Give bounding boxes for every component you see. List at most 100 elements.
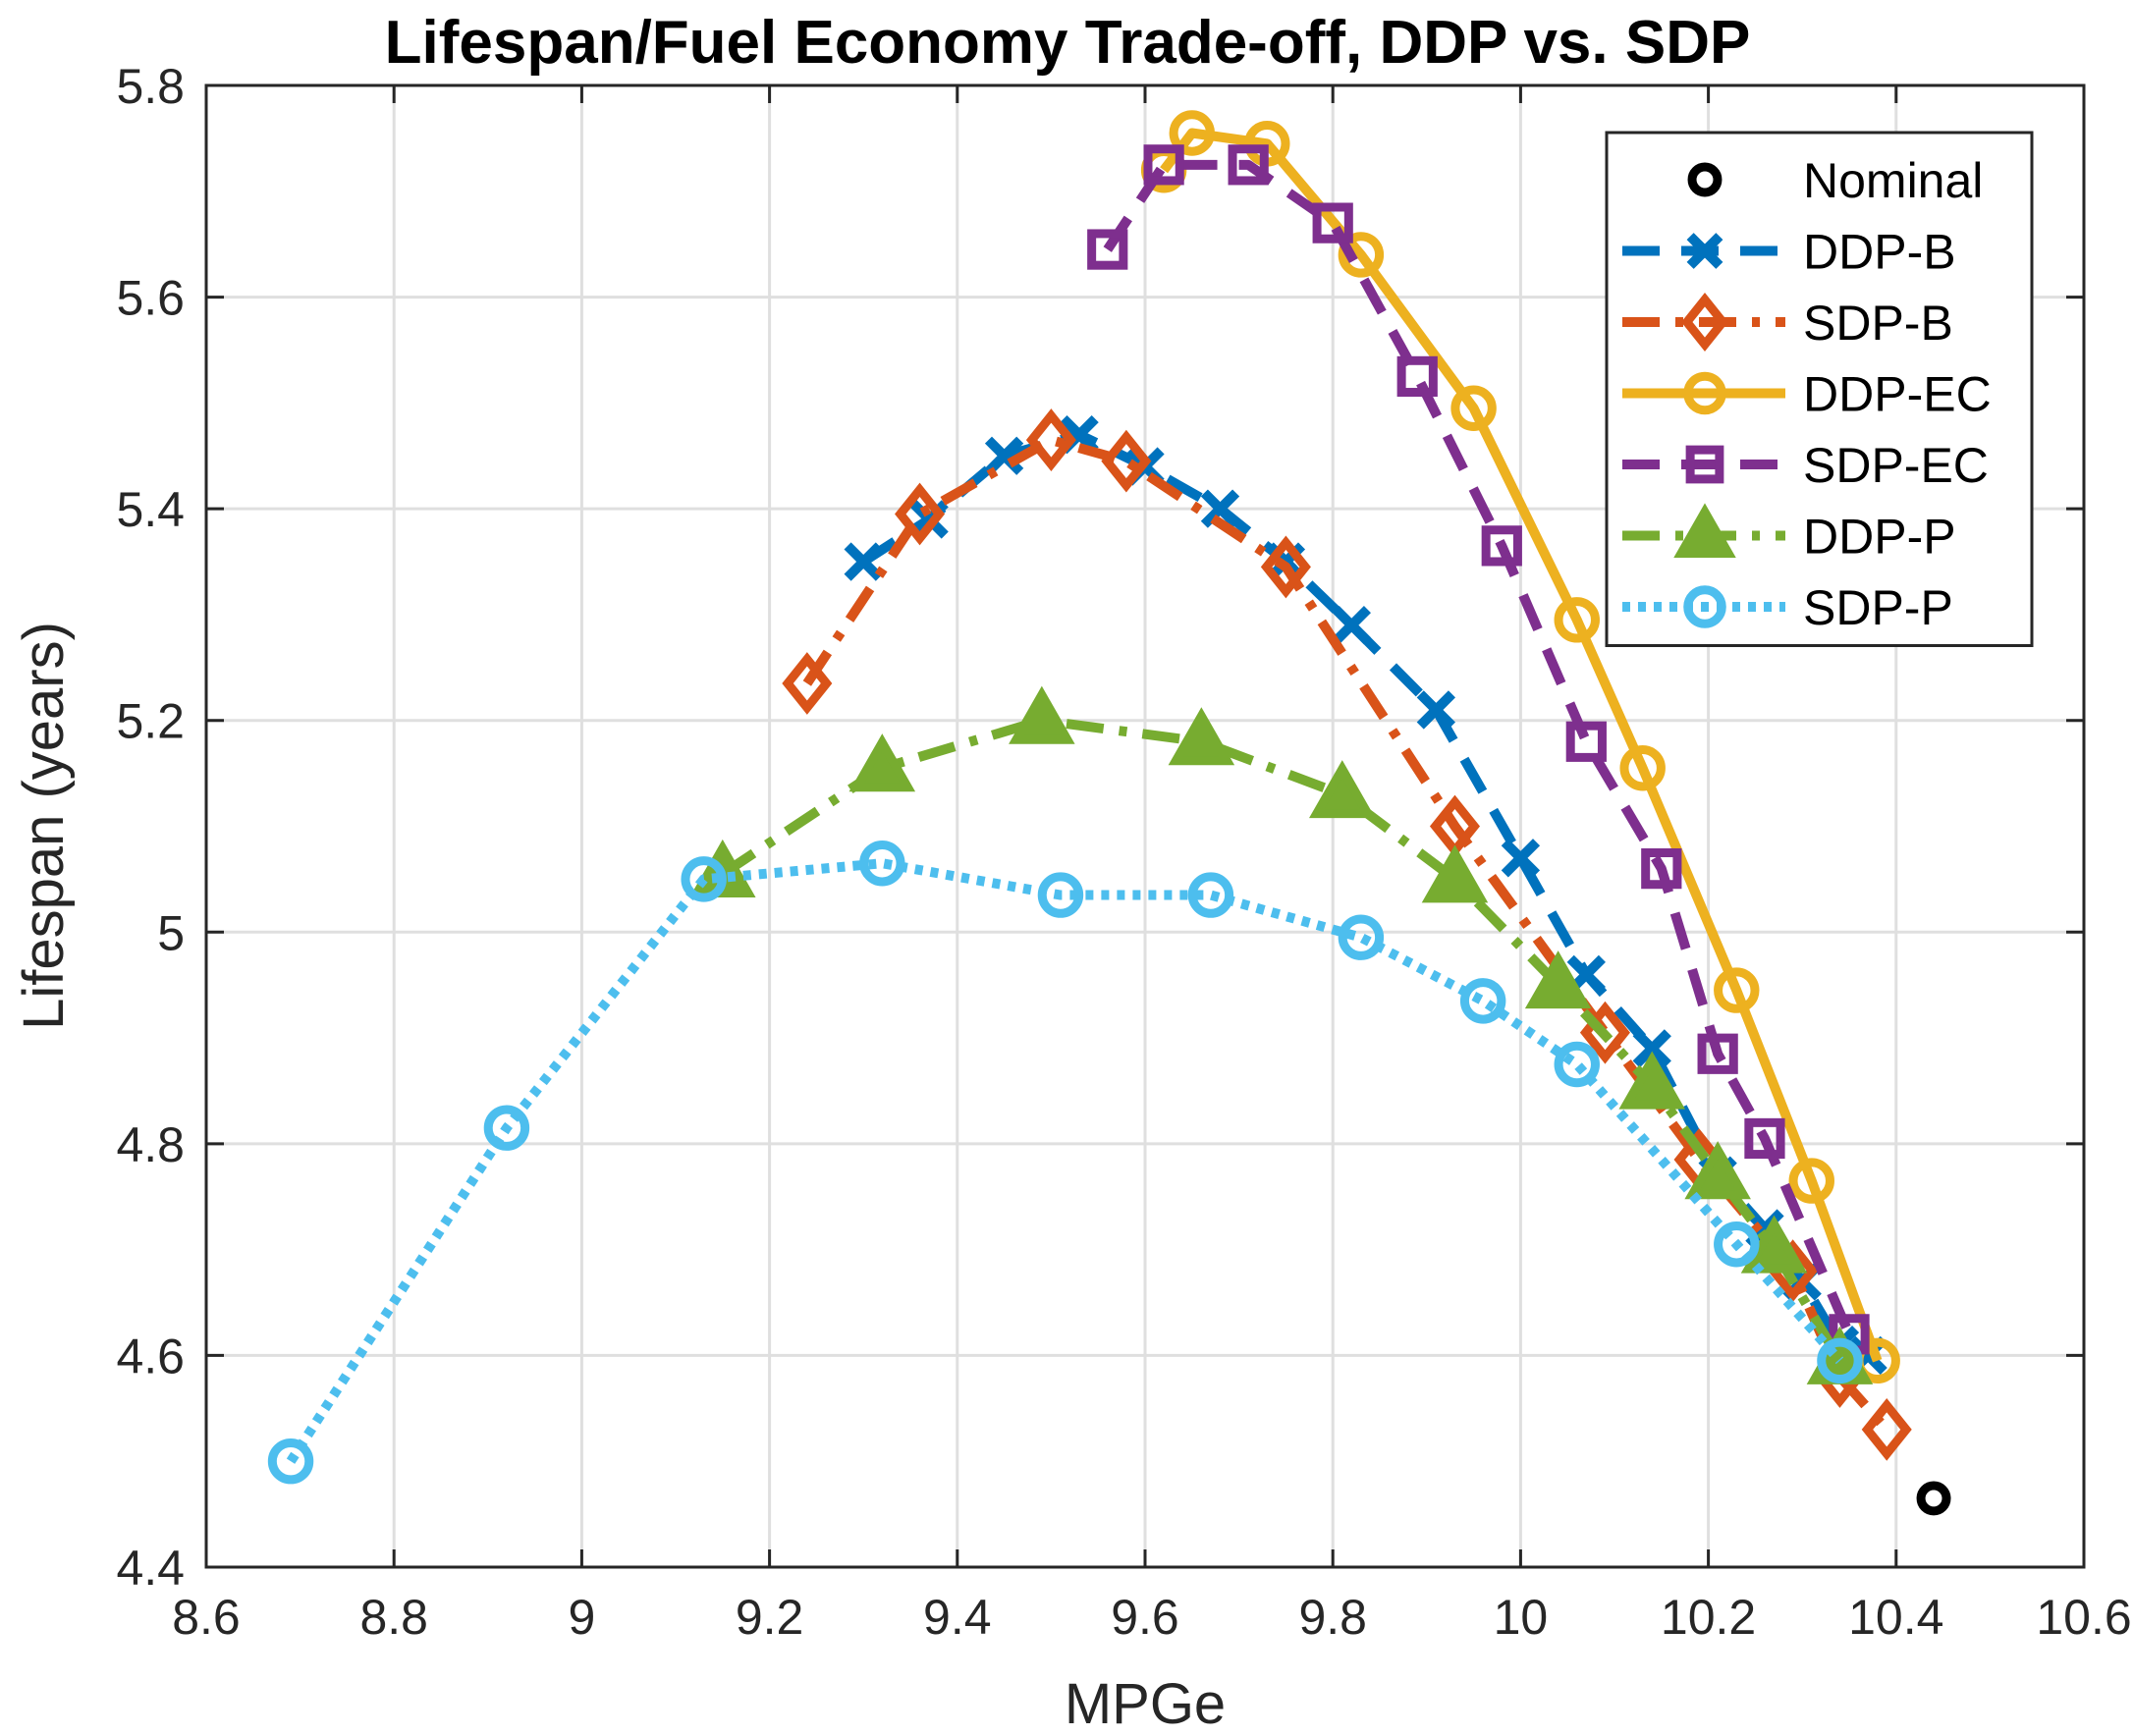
data-point (267, 1438, 314, 1485)
legend-item-sdp-b: SDP-B (1622, 292, 1953, 353)
series-ddp-p (689, 685, 1874, 1384)
legend-item-sdp-ec: SDP-EC (1622, 438, 1989, 493)
data-point (1632, 1029, 1671, 1068)
series-line (720, 715, 1844, 1364)
data-point (1450, 385, 1497, 431)
data-point (1187, 872, 1234, 918)
data-point (1025, 408, 1076, 471)
data-point (1684, 1141, 1751, 1200)
data-point (1338, 232, 1385, 278)
data-point (1338, 914, 1385, 960)
legend-marker (1686, 233, 1723, 269)
x-axis-label: MPGe (1065, 1672, 1226, 1736)
data-point (1169, 110, 1216, 156)
y-tick-label: 4.4 (116, 1541, 185, 1596)
chart-title: Lifespan/Fuel Economy Trade-off, DDP vs.… (385, 9, 1751, 77)
legend-item-nominal: Nominal (1687, 153, 1983, 208)
legend-item-ddp-p: DDP-P (1622, 503, 1956, 565)
data-point (1481, 525, 1522, 567)
series-nominal (1916, 1481, 1951, 1516)
x-tick-label: 9.6 (1111, 1590, 1179, 1645)
legend-label: SDP-P (1803, 580, 1953, 635)
x-tick-label: 9.2 (736, 1590, 804, 1645)
legend-label: SDP-B (1803, 296, 1953, 351)
legend-marker (1683, 585, 1726, 628)
data-point (1565, 721, 1607, 762)
y-tick-label: 5.2 (116, 694, 185, 749)
x-tick-label: 10 (1494, 1590, 1549, 1645)
data-point (1861, 1397, 1912, 1461)
data-point (483, 1105, 530, 1151)
y-tick-label: 5.6 (116, 271, 185, 326)
series-sdp-b (782, 408, 1912, 1461)
legend-item-ddp-b: DDP-B (1622, 225, 1956, 280)
data-point (1554, 597, 1600, 643)
x-axis-ticks: 8.6 8.8 9 9.2 9.4 9.6 9.8 10 10.2 10.4 10.6 (172, 85, 2132, 1645)
data-point (1501, 839, 1541, 878)
data-point (1332, 606, 1371, 645)
legend-label: DDP-EC (1803, 367, 1992, 422)
data-point (1200, 489, 1240, 528)
legend-label: Nominal (1803, 153, 1983, 208)
x-tick-label: 8.8 (359, 1590, 428, 1645)
legend-marker (1673, 503, 1736, 558)
data-point (1641, 847, 1682, 890)
y-axis-ticks: 4.4 4.6 4.8 5 5.2 5.4 5.6 5.8 (116, 59, 2084, 1596)
x-tick-label: 9 (568, 1590, 595, 1645)
x-tick-label: 8.6 (172, 1590, 241, 1645)
data-point (895, 482, 946, 546)
data-point (1618, 1051, 1685, 1110)
legend-marker (1687, 162, 1723, 197)
data-point (1101, 429, 1152, 493)
data-point (1312, 202, 1353, 244)
legend-marker (1685, 445, 1724, 484)
y-tick-label: 5.8 (116, 59, 185, 114)
data-point (1459, 978, 1506, 1024)
y-tick-label: 4.8 (116, 1117, 185, 1172)
data-point (984, 436, 1024, 475)
legend-label: SDP-EC (1803, 438, 1989, 493)
y-tick-label: 5.4 (116, 482, 185, 537)
data-point (1740, 1215, 1808, 1274)
data-point (1037, 872, 1084, 918)
series-sdp-ec (1087, 144, 1870, 1355)
data-point (1309, 760, 1376, 819)
legend-marker (1683, 371, 1726, 415)
data-point (1788, 1158, 1834, 1204)
data-point (859, 841, 905, 887)
data-point (1554, 1041, 1600, 1088)
data-point (782, 652, 833, 715)
x-tick-label: 9.4 (923, 1590, 992, 1645)
data-point (1421, 844, 1489, 903)
legend-label: DDP-B (1803, 225, 1956, 280)
data-point (1416, 690, 1456, 730)
x-tick-label: 10.4 (1848, 1590, 1943, 1645)
y-axis-label: Lifespan (years) (12, 622, 76, 1030)
data-point (1744, 1117, 1785, 1160)
data-point (1817, 1337, 1863, 1384)
data-point (1697, 1033, 1738, 1074)
data-point (1009, 685, 1075, 744)
data-point (844, 542, 883, 581)
y-tick-label: 4.6 (116, 1329, 185, 1383)
y-tick-label: 5 (157, 905, 185, 960)
series-line (1103, 159, 1854, 1336)
data-point (1260, 535, 1311, 599)
data-point (1168, 707, 1235, 766)
data-point (681, 856, 727, 902)
x-tick-label: 10.2 (1661, 1590, 1756, 1645)
series-group (267, 110, 1951, 1516)
x-tick-label: 9.8 (1298, 1590, 1367, 1645)
legend-marker (1680, 292, 1729, 353)
data-point (1143, 144, 1184, 186)
series-sdp-p (267, 841, 1863, 1485)
data-point (1087, 229, 1128, 270)
data-point (1396, 355, 1438, 398)
data-point (848, 733, 916, 792)
legend-label: DDP-P (1803, 510, 1956, 565)
series-line (1160, 128, 1883, 1363)
data-point (1916, 1481, 1951, 1516)
data-point (1524, 950, 1592, 1009)
data-point (1228, 144, 1269, 186)
